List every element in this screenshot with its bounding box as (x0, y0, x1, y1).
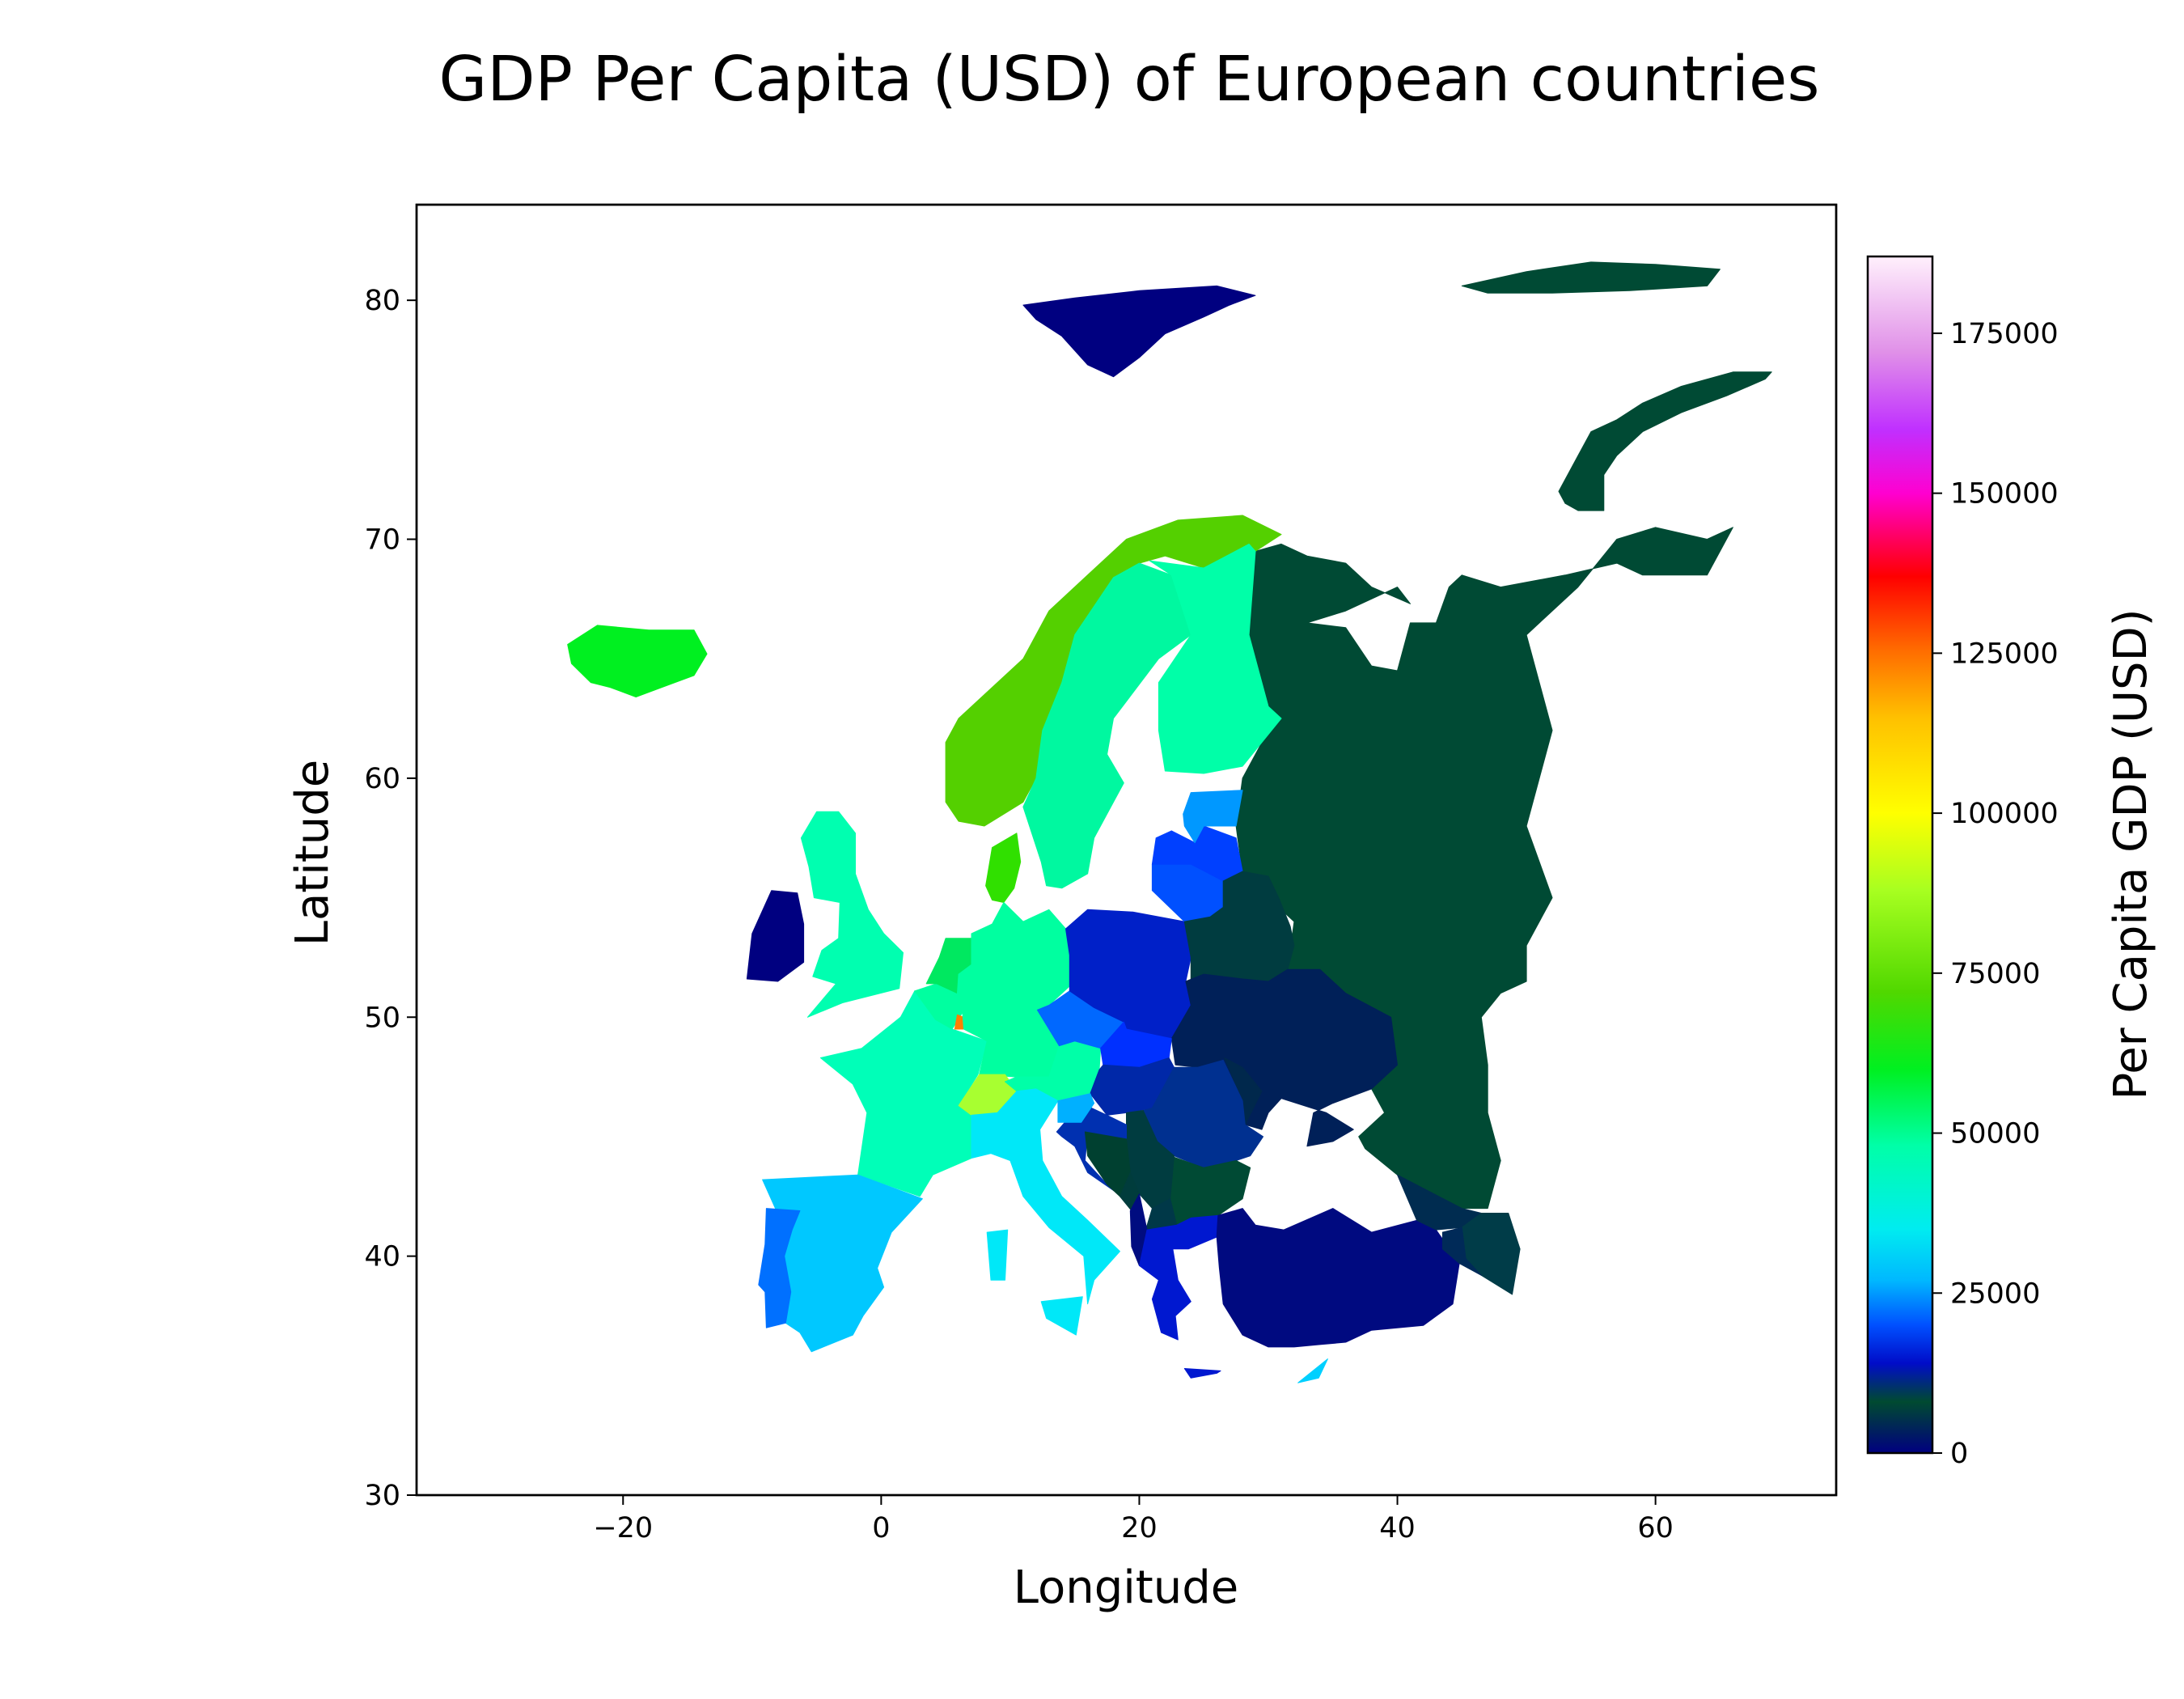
country-croatia: Croatia (1056, 1103, 1127, 1195)
y-tick-label: 50 (364, 1002, 400, 1034)
colorbar: 0 25000 50000 75000 100000 125000 150000 175000… (1866, 255, 2157, 1470)
colorbar-tick-label: 50000 (1950, 1118, 2040, 1150)
country-sicily: Sicily (1040, 1296, 1083, 1336)
country-united-kingdom: United Kingdom (800, 811, 904, 1018)
colorbar-tick-label: 100000 (1950, 798, 2059, 830)
plot-frame-border (415, 203, 1838, 1497)
country-italy: Italy (971, 1088, 1120, 1305)
colorbar-tick-label: 175000 (1950, 318, 2059, 350)
map-countries: RussiaNovaya ZemlyaFranz Josef LandSvalb… (567, 261, 1772, 1383)
x-tick-label: 60 (1637, 1512, 1674, 1544)
country-turkey: Turkey (1216, 1208, 1460, 1348)
country-finland: Finland (1149, 543, 1282, 774)
x-tick-label: −20 (593, 1512, 653, 1544)
chart-title: GDP Per Capita (USD) of European countri… (439, 44, 1820, 116)
y-axis-ticks: 30 40 50 60 70 80 (364, 285, 417, 1512)
colorbar-gradient (1866, 255, 1934, 1455)
x-tick-label: 20 (1121, 1512, 1158, 1544)
plot-frame (415, 203, 1838, 1497)
x-axis-ticks: −20 0 20 40 60 (593, 1495, 1674, 1544)
y-tick-label: 40 (364, 1241, 400, 1273)
country-armenia: Armenia (1441, 1227, 1482, 1276)
country-novaya-zemlya: Novaya Zemlya (1558, 371, 1772, 511)
country-svalbard: Svalbard (1022, 285, 1256, 378)
y-tick-label: 80 (364, 285, 400, 317)
colorbar-tick-label: 0 (1950, 1438, 1968, 1470)
plot-area: RussiaNovaya ZemlyaFranz Josef LandSvalb… (364, 203, 1838, 1544)
colorbar-ticks: 0 25000 50000 75000 100000 125000 150000 175000 (1932, 318, 2059, 1470)
country-sardinia: Sardinia (986, 1229, 1009, 1281)
colorbar-tick-label: 125000 (1950, 638, 2059, 670)
colorbar-tick-label: 150000 (1950, 478, 2059, 511)
country-latvia: Latvia (1151, 825, 1243, 882)
y-tick-label: 70 (364, 524, 400, 557)
country-denmark: Denmark (985, 833, 1022, 903)
x-axis-label: Longitude (1014, 1561, 1239, 1614)
country-portugal: Portugal (758, 1208, 801, 1328)
x-tick-label: 0 (872, 1512, 890, 1544)
y-axis-label: Latitude (286, 760, 339, 946)
x-tick-label: 40 (1379, 1512, 1416, 1544)
country-iceland: Iceland (567, 625, 708, 697)
country-ireland: Ireland (746, 890, 805, 982)
country-slovenia: Slovenia (1057, 1093, 1095, 1123)
y-tick-label: 30 (364, 1480, 400, 1512)
country-hungary: Hungary (1090, 1057, 1175, 1116)
colorbar-tick-label: 25000 (1950, 1277, 2040, 1310)
y-tick-label: 60 (364, 763, 400, 795)
country-sweden: Sweden (1022, 562, 1191, 889)
country-cyprus: Cyprus (1297, 1358, 1328, 1383)
colorbar-label: Per Capita GDP (USD) (2105, 608, 2157, 1099)
country-greece: Greece (1139, 1214, 1219, 1341)
country-crete: Crete (1183, 1368, 1221, 1379)
country-estonia: Estonia (1183, 790, 1243, 844)
country-franz-josef-land: Franz Josef Land (1461, 261, 1721, 294)
colorbar-tick-label: 75000 (1950, 958, 2040, 990)
